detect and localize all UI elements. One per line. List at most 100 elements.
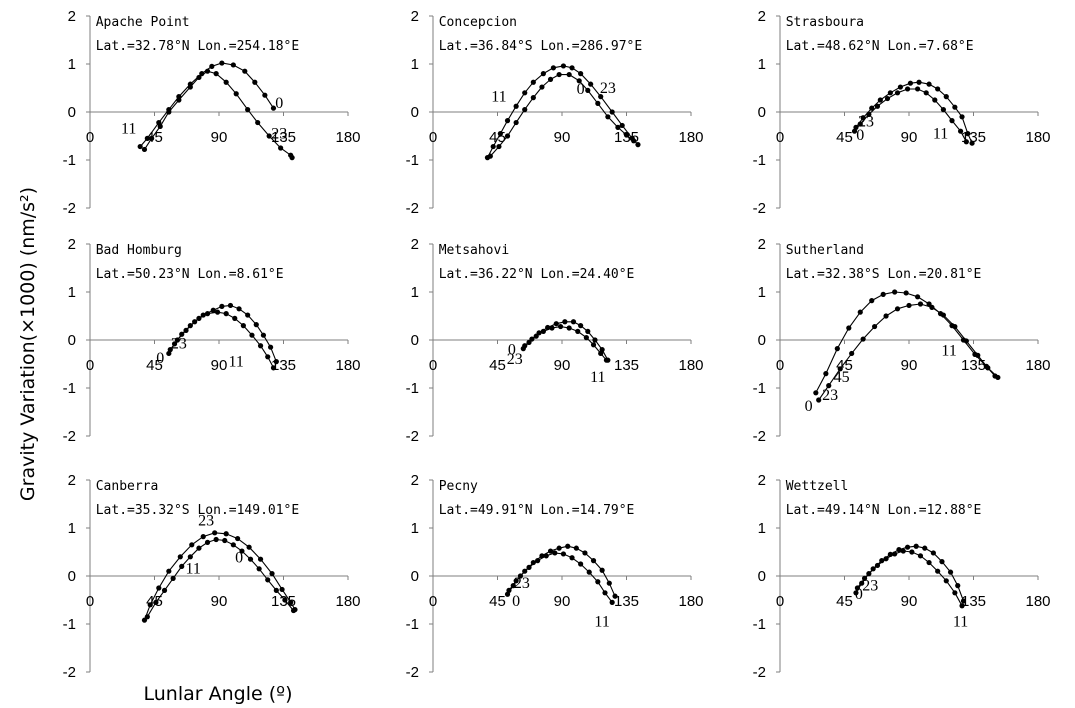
x-tick-label: 0 [776, 357, 784, 374]
data-point [849, 350, 855, 357]
data-point [904, 544, 911, 550]
panel-apache-point: 2 1 0 -1 -2 0 45 90 135 180 Apache Point Lat.=32.78… [63, 8, 361, 217]
data-point [894, 90, 901, 96]
data-point [609, 599, 615, 606]
data-point [288, 599, 294, 606]
data-point [897, 84, 904, 90]
data-point [592, 337, 598, 343]
data-point [161, 587, 168, 594]
x-tick-label: 180 [678, 357, 703, 374]
data-point [965, 131, 971, 137]
x-tick-label: 135 [271, 129, 296, 146]
data-point [219, 60, 225, 66]
data-point [917, 553, 924, 559]
data-point [213, 536, 219, 543]
y-tick-label: 0 [758, 332, 766, 349]
data-point [290, 607, 297, 614]
data-point [223, 531, 229, 537]
data-point [553, 321, 559, 327]
station-name: Bad Homburg [96, 243, 182, 258]
data-point [156, 585, 162, 591]
y-tick-label: -1 [753, 616, 766, 633]
data-point [907, 80, 914, 86]
y-tick-label: 1 [758, 56, 766, 73]
data-point [230, 62, 236, 68]
hour-label: 23 [600, 80, 616, 97]
y-tick-label: -1 [406, 616, 419, 633]
station-coordinates: Lat.=36.84°S Lon.=286.97°E [439, 39, 643, 54]
data-point [959, 114, 965, 120]
data-point [879, 558, 885, 564]
data-point [270, 365, 277, 371]
x-tick-label: 90 [554, 357, 571, 374]
x-tick-label: 180 [335, 357, 360, 374]
data-point [578, 561, 584, 567]
data-point [916, 79, 922, 85]
data-point [513, 119, 519, 126]
station-coordinates: Lat.=35.32°S Lon.=149.01°E [96, 503, 300, 518]
data-point [239, 548, 245, 554]
y-tick-label: 2 [411, 472, 419, 489]
hour-label: 23 [514, 575, 530, 592]
data-point [192, 319, 198, 325]
data-point [246, 544, 252, 550]
y-tick-label: -2 [406, 200, 419, 217]
hour-label: 23 [507, 351, 523, 368]
data-point [513, 578, 519, 584]
x-tick-label: 45 [836, 593, 853, 610]
data-point [932, 97, 938, 103]
data-point [196, 545, 202, 551]
data-point [167, 347, 173, 353]
data-point [562, 319, 568, 325]
data-point [245, 312, 251, 318]
data-point [955, 583, 961, 589]
data-point [547, 548, 554, 554]
data-point [884, 95, 891, 102]
y-tick-label: -2 [63, 664, 76, 681]
data-point [535, 558, 541, 564]
data-point [605, 114, 611, 120]
data-point [539, 84, 545, 90]
data-point [947, 569, 954, 575]
data-point [240, 323, 246, 329]
panel-sutherland: 2 1 0 -1 -2 0 45 90 135 180 Sutherland Lat.=32.38°S… [753, 236, 1051, 445]
y-tick-label: -1 [753, 380, 766, 397]
hour-label: 0 [235, 550, 243, 567]
station-name: Pecny [439, 479, 478, 494]
data-point [213, 71, 219, 77]
data-point [926, 559, 932, 566]
data-point [940, 107, 947, 113]
data-point [196, 74, 202, 81]
y-tick-label: 1 [68, 56, 76, 73]
data-point [846, 325, 852, 331]
data-point [260, 332, 267, 338]
x-tick-label: 0 [86, 129, 94, 146]
y-tick-label: 2 [68, 472, 76, 489]
data-point [540, 328, 546, 334]
y-tick-label: -1 [406, 152, 419, 169]
data-point [869, 105, 875, 111]
data-point [278, 145, 284, 151]
data-point [245, 107, 251, 113]
data-point [222, 537, 228, 544]
data-point [935, 568, 941, 574]
data-point [913, 543, 919, 549]
data-point [545, 324, 551, 331]
hour-label: 23 [198, 513, 214, 530]
data-point [595, 100, 601, 106]
data-point [872, 323, 878, 330]
y-tick-label: 2 [411, 236, 419, 253]
data-point [530, 79, 536, 85]
x-tick-label: 180 [335, 129, 360, 146]
data-point [242, 68, 248, 74]
x-tick-label: 135 [614, 593, 639, 610]
data-point [177, 554, 183, 560]
data-point [497, 131, 503, 137]
data-point [252, 79, 258, 85]
data-point [200, 312, 206, 318]
y-tick-label: 1 [411, 56, 419, 73]
data-point [540, 71, 546, 77]
y-tick-label: 2 [758, 236, 766, 253]
y-tick-label: 1 [68, 520, 76, 537]
